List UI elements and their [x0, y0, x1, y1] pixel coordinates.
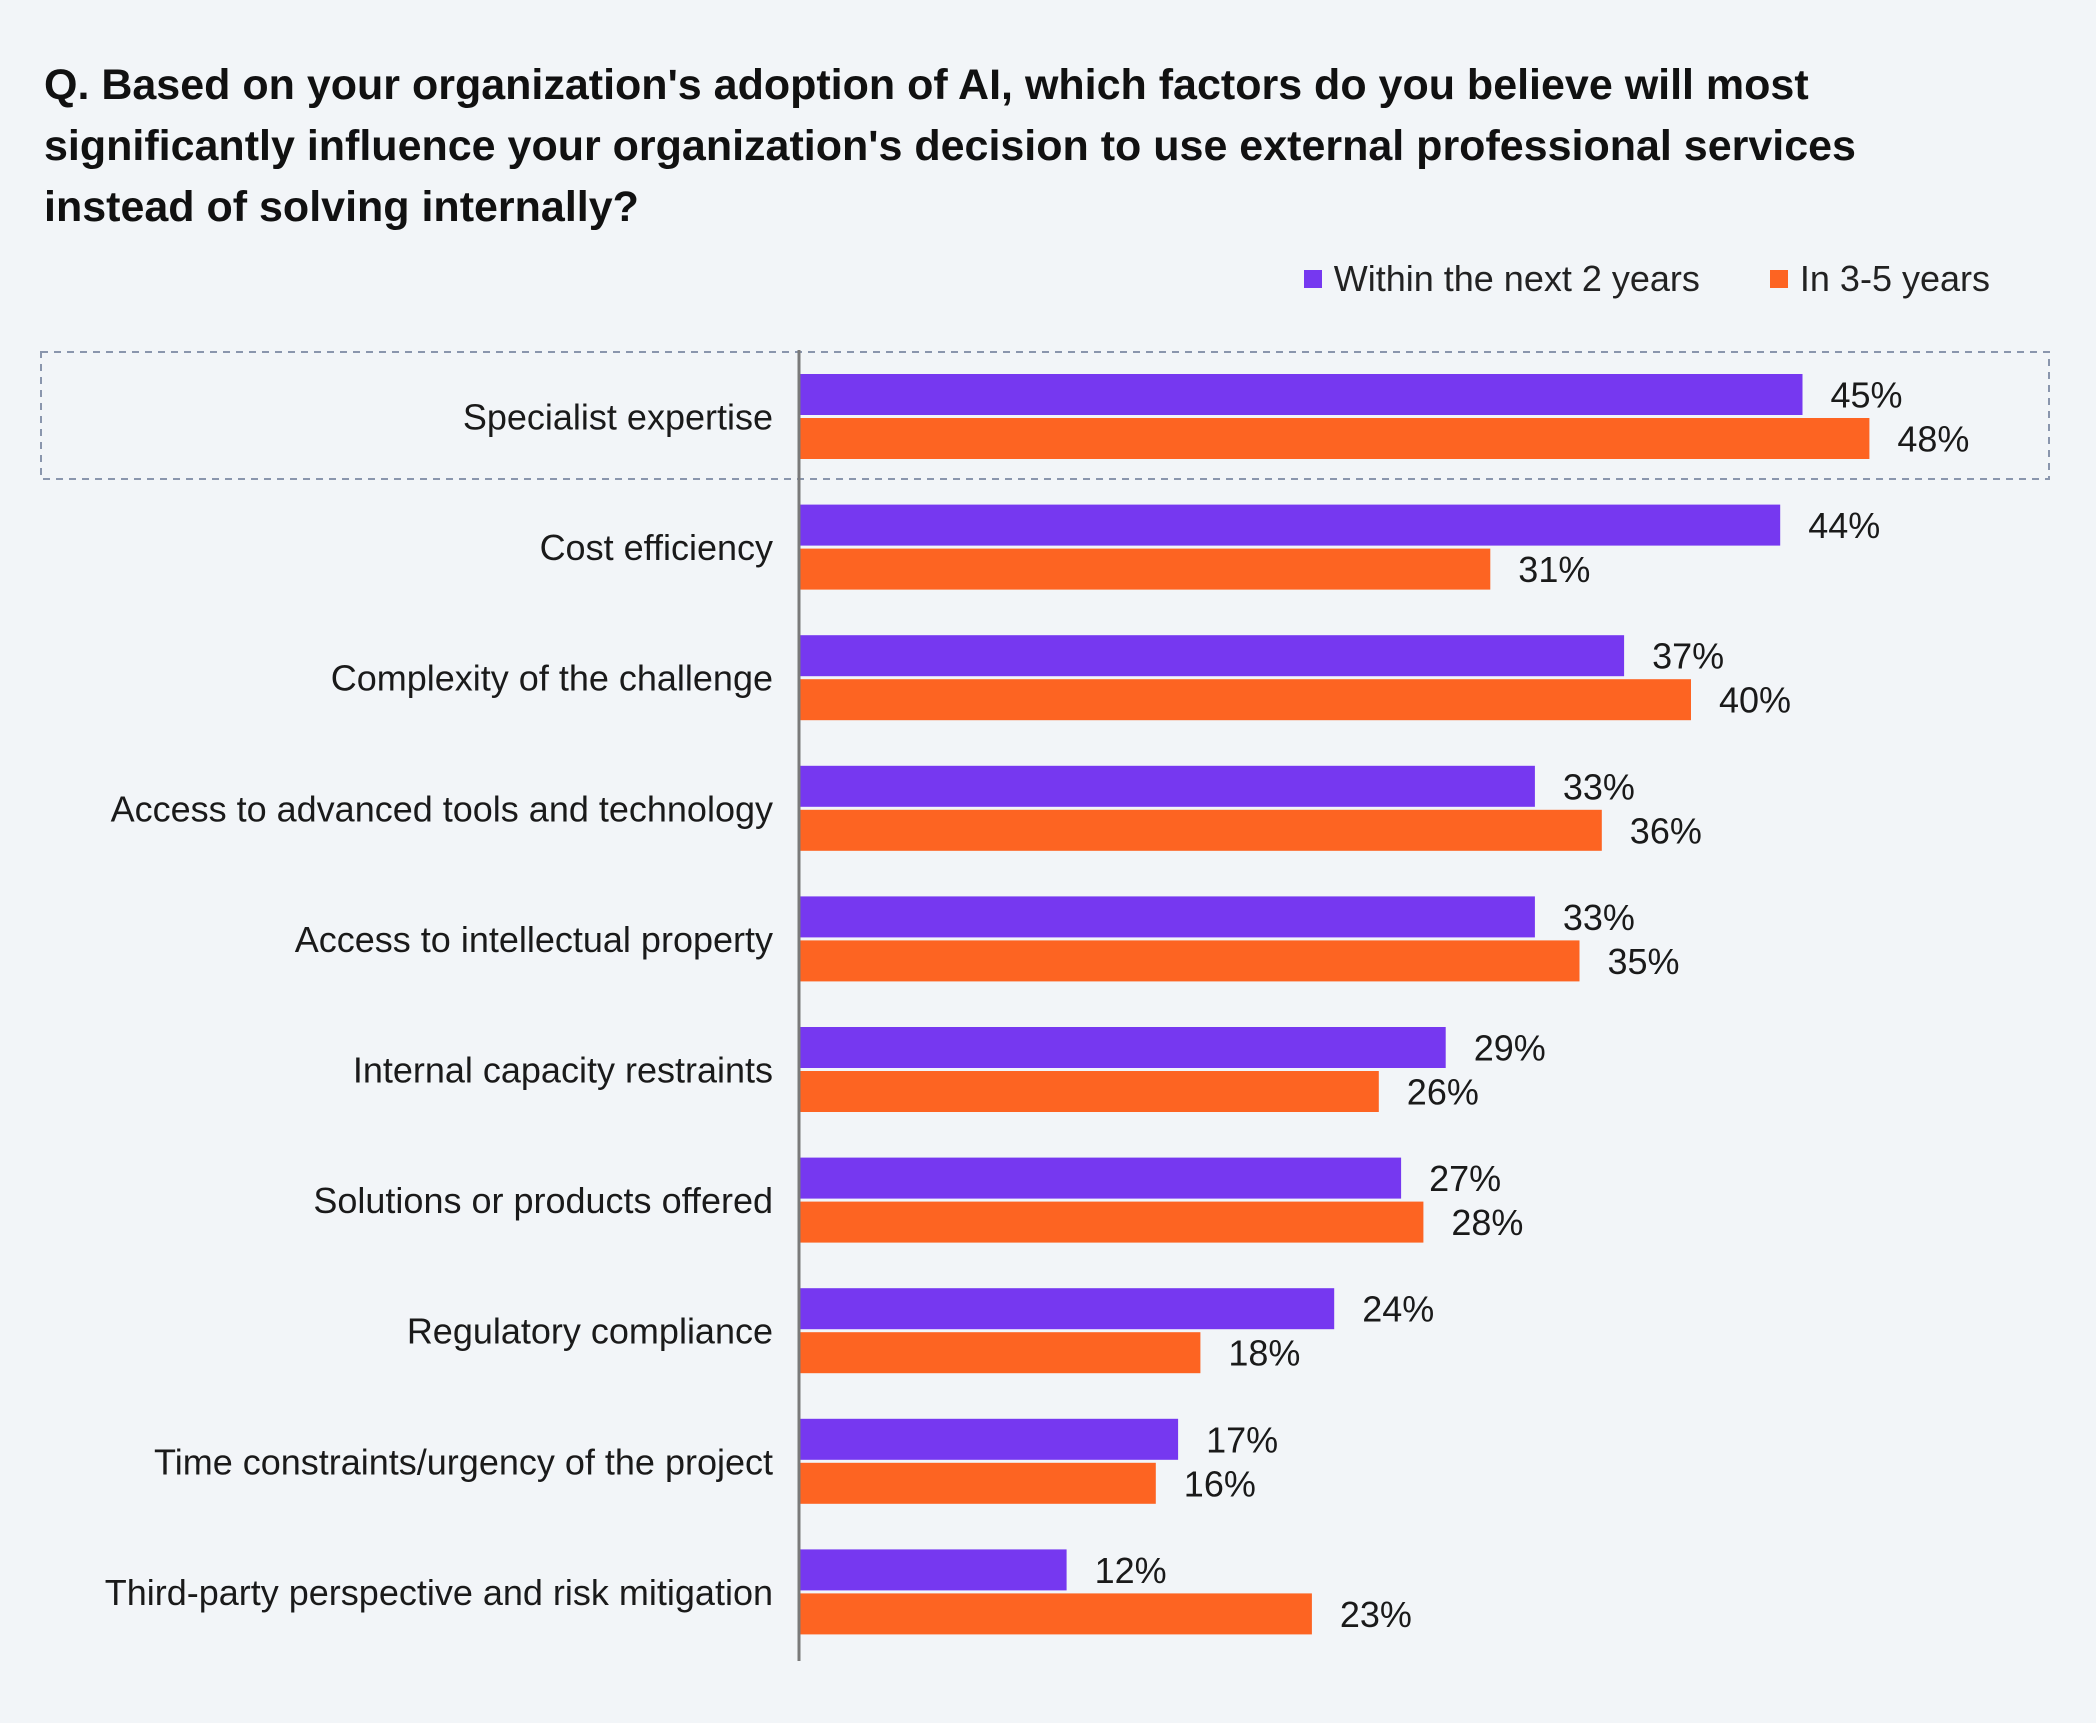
- bar-group: Access to advanced tools and technology 3…: [111, 765, 1702, 851]
- category-label: Solutions or products offered: [313, 1180, 773, 1221]
- bar-within-2-years: [799, 635, 1625, 677]
- bar-within-2-years: [799, 504, 1781, 546]
- value-label: 48%: [1897, 419, 1969, 460]
- value-label: 16%: [1184, 1463, 1256, 1504]
- value-label: 23%: [1340, 1594, 1412, 1635]
- bar-3-5-years: [799, 1201, 1424, 1243]
- bar-within-2-years: [799, 896, 1535, 938]
- chart-legend: Within the next 2 years In 3-5 years: [1234, 258, 1990, 300]
- value-label: 17%: [1206, 1419, 1278, 1460]
- category-label: Third-party perspective and risk mitigat…: [105, 1572, 773, 1613]
- bar-within-2-years: [799, 1288, 1335, 1330]
- bar-group: Internal capacity restraints 29%26%: [353, 1027, 1546, 1113]
- bar-within-2-years: [799, 374, 1803, 415]
- value-label: 26%: [1407, 1072, 1479, 1113]
- value-label: 31%: [1518, 549, 1590, 590]
- category-label: Regulatory compliance: [407, 1311, 773, 1352]
- category-label: Complexity of the challenge: [331, 658, 773, 699]
- bar-3-5-years: [799, 1462, 1156, 1504]
- bar-group: Time constraints/urgency of the project 1…: [154, 1418, 1278, 1504]
- bar-within-2-years: [799, 1027, 1446, 1068]
- value-label: 28%: [1451, 1202, 1523, 1243]
- bar-group: Regulatory compliance 24% 18%: [407, 1288, 1434, 1374]
- value-label: 33%: [1563, 897, 1635, 938]
- bar-3-5-years: [799, 1332, 1201, 1374]
- value-label: 35%: [1608, 941, 1680, 982]
- category-label: Cost efficiency: [540, 527, 773, 568]
- value-label: 33%: [1563, 766, 1635, 807]
- bar-group: Cost efficiency 44% 31%: [540, 504, 1880, 590]
- bar-within-2-years: [799, 1157, 1402, 1199]
- value-label: 45%: [1831, 375, 1903, 416]
- highlight-box: [40, 351, 2050, 480]
- bar-group: Complexity of the challenge 37%40%: [331, 635, 1791, 721]
- chart-question-title: Q. Based on your organization's adoption…: [44, 61, 1856, 231]
- category-label: Access to advanced tools and technology: [111, 788, 773, 829]
- value-label: 24%: [1362, 1289, 1434, 1330]
- legend-swatch-series-b: [1769, 270, 1788, 288]
- value-label: 12%: [1095, 1550, 1167, 1591]
- legend-label-series-b: In 3-5 years: [1799, 258, 1990, 299]
- category-label: Time constraints/urgency of the project: [154, 1441, 773, 1482]
- bar-3-5-years: [799, 679, 1691, 721]
- legend-item-series-a: Within the next 2 years: [1303, 258, 1700, 300]
- value-label: 29%: [1474, 1028, 1546, 1069]
- bar-3-5-years: [799, 548, 1491, 590]
- bar-group: Third-party perspective and risk mitigat…: [105, 1549, 1412, 1635]
- bar-3-5-years: [799, 418, 1870, 459]
- bar-within-2-years: [799, 1418, 1179, 1460]
- bar-group: Solutions or products offered 27%28%: [313, 1157, 1523, 1243]
- bar-group: Specialist expertise 45%48%: [463, 374, 1969, 460]
- value-label: 36%: [1630, 810, 1702, 851]
- bar-3-5-years: [799, 1593, 1312, 1635]
- value-label: 44%: [1808, 505, 1880, 546]
- bar-3-5-years: [799, 940, 1580, 982]
- bar-within-2-years: [799, 1549, 1067, 1591]
- category-label: Internal capacity restraints: [353, 1050, 773, 1091]
- bar-within-2-years: [799, 765, 1535, 807]
- value-label: 18%: [1228, 1333, 1300, 1374]
- value-label: 27%: [1429, 1158, 1501, 1199]
- category-label: Access to intellectual property: [295, 919, 773, 960]
- legend-label-series-a: Within the next 2 years: [1333, 258, 1700, 299]
- bar-3-5-years: [799, 809, 1602, 851]
- bar-3-5-years: [799, 1071, 1379, 1112]
- bar-group: Access to intellectual property 33%35%: [295, 896, 1680, 982]
- category-label: Specialist expertise: [463, 397, 773, 438]
- value-label: 37%: [1652, 636, 1724, 677]
- legend-item-series-b: In 3-5 years: [1769, 258, 1990, 300]
- legend-swatch-series-a: [1303, 270, 1322, 288]
- value-label: 40%: [1719, 680, 1791, 721]
